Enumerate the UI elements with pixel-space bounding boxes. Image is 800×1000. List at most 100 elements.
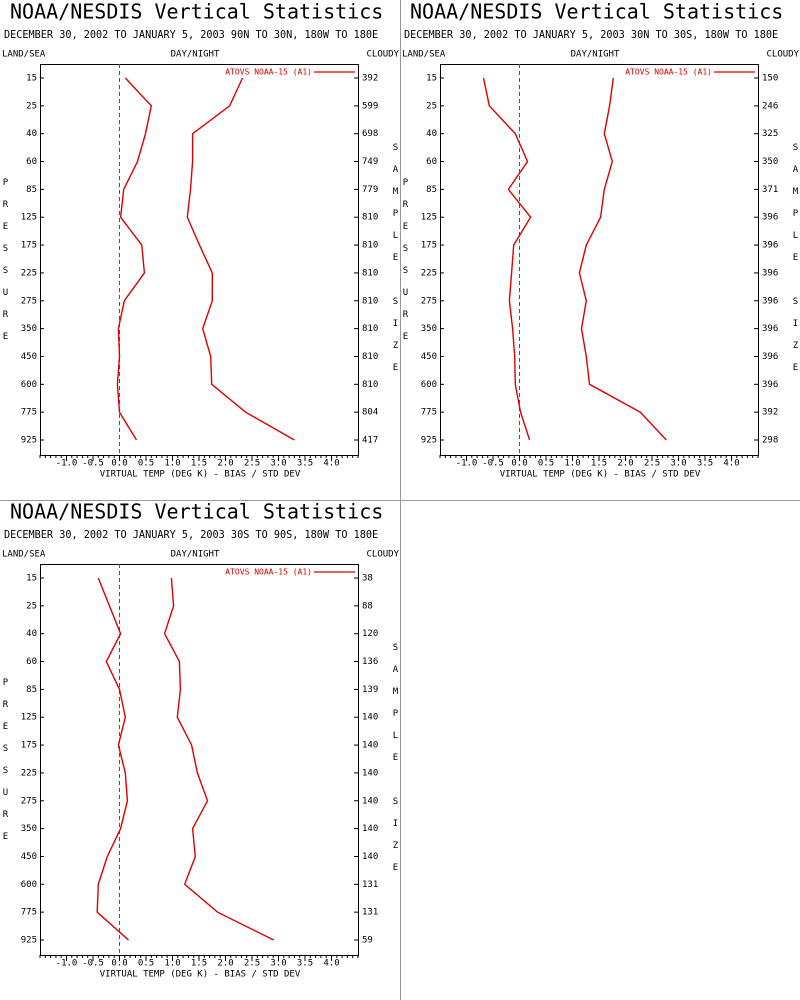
day-night-label: DAY/NIGHT <box>171 50 220 60</box>
y-tick-label: 775 <box>21 908 37 918</box>
land-sea-label: LAND/SEA <box>2 550 46 560</box>
x-tick-label: -1.0 <box>56 459 78 469</box>
sample-size: 396 <box>762 213 778 223</box>
series-line <box>482 77 532 441</box>
x-axis-label: VIRTUAL TEMP (DEG K) - BIAS / STD DEV <box>100 470 301 480</box>
x-tick-label: 2.5 <box>244 459 260 469</box>
sample-size: 396 <box>762 380 778 390</box>
sample-size: 810 <box>362 241 378 251</box>
y-tick-label: 60 <box>26 657 37 667</box>
y-axis-label: PRESSURE <box>1 678 11 854</box>
series-line <box>186 77 295 441</box>
x-tick-label: 3.5 <box>297 459 313 469</box>
land-sea-label: LAND/SEA <box>402 50 446 60</box>
x-tick-label: 2.0 <box>217 959 233 969</box>
sample-size: 120 <box>362 629 378 639</box>
sample-size: 698 <box>362 129 378 139</box>
chart-subtitle: DECEMBER 30, 2002 TO JANUARY 5, 2003 90N… <box>4 30 378 41</box>
sample-size: 396 <box>762 268 778 278</box>
day-night-label: DAY/NIGHT <box>571 50 620 60</box>
x-tick-label: 0.5 <box>138 459 154 469</box>
y-tick-label: 925 <box>21 936 37 946</box>
y-tick-label: 450 <box>421 352 437 362</box>
y-tick-label: 275 <box>421 296 437 306</box>
y-tick-label: 175 <box>21 241 37 251</box>
sample-size: 599 <box>362 101 378 111</box>
sample-size: 139 <box>362 685 378 695</box>
y-tick-label: 275 <box>21 296 37 306</box>
y2-axis-label: SAMPLE SIZE <box>791 143 800 385</box>
sample-size: 140 <box>362 768 378 778</box>
x-axis-label: VIRTUAL TEMP (DEG K) - BIAS / STD DEV <box>500 470 701 480</box>
sample-size: 810 <box>362 380 378 390</box>
y-tick-label: 25 <box>26 101 37 111</box>
y-tick-label: 125 <box>21 713 37 723</box>
x-tick-label: 1.0 <box>164 459 180 469</box>
sample-size: 810 <box>362 324 378 334</box>
y-tick-label: 275 <box>21 796 37 806</box>
plot-frame <box>40 64 359 456</box>
y-tick-label: 775 <box>421 408 437 418</box>
sample-size: 150 <box>762 74 778 84</box>
series-line <box>116 77 153 441</box>
sample-size: 350 <box>762 157 778 167</box>
sample-size: 325 <box>762 129 778 139</box>
x-tick-label: 3.0 <box>270 959 286 969</box>
y-tick-label: 225 <box>421 268 437 278</box>
x-axis-label: VIRTUAL TEMP (DEG K) - BIAS / STD DEV <box>100 970 301 980</box>
y-tick-label: 25 <box>426 101 437 111</box>
x-tick-label: 1.5 <box>191 959 207 969</box>
chart-title: NOAA/NESDIS Vertical Statistics <box>410 0 783 24</box>
sample-size: 396 <box>762 241 778 251</box>
x-tick-label: 2.0 <box>617 459 633 469</box>
y-tick-label: 40 <box>26 129 37 139</box>
x-tick-label: 4.0 <box>723 459 739 469</box>
chart-subtitle: DECEMBER 30, 2002 TO JANUARY 5, 2003 30N… <box>404 30 778 41</box>
sample-size: 779 <box>362 185 378 195</box>
x-tick-label: 1.0 <box>164 959 180 969</box>
chart-subtitle: DECEMBER 30, 2002 TO JANUARY 5, 2003 30S… <box>4 530 378 541</box>
y-tick-label: 600 <box>21 380 37 390</box>
y-tick-label: 125 <box>421 213 437 223</box>
x-tick-label: 2.5 <box>644 459 660 469</box>
sample-size: 140 <box>362 796 378 806</box>
x-tick-label: -1.0 <box>56 959 78 969</box>
x-tick-label: 3.5 <box>297 959 313 969</box>
y-tick-label: 225 <box>21 768 37 778</box>
sample-size: 38 <box>362 574 373 584</box>
sample-size: 810 <box>362 296 378 306</box>
x-tick-label: 2.5 <box>244 959 260 969</box>
sample-size: 417 <box>362 436 378 446</box>
x-tick-label: -0.5 <box>82 459 104 469</box>
sample-size: 88 <box>362 601 373 611</box>
sample-size: 140 <box>362 713 378 723</box>
sample-size: 396 <box>762 324 778 334</box>
y-tick-label: 175 <box>421 241 437 251</box>
y-tick-label: 60 <box>426 157 437 167</box>
y-tick-label: 40 <box>26 629 37 639</box>
y-tick-label: 85 <box>26 185 37 195</box>
y-tick-label: 85 <box>426 185 437 195</box>
y-tick-label: 40 <box>426 129 437 139</box>
land-sea-label: LAND/SEA <box>2 50 46 60</box>
x-tick-label: 0.0 <box>511 459 527 469</box>
y-tick-label: 25 <box>26 601 37 611</box>
x-tick-label: -1.0 <box>456 459 478 469</box>
series-line <box>96 577 129 941</box>
y-tick-label: 925 <box>21 436 37 446</box>
x-tick-label: 1.0 <box>564 459 580 469</box>
sample-size: 810 <box>362 268 378 278</box>
sample-size: 396 <box>762 296 778 306</box>
sample-size: 392 <box>762 408 778 418</box>
y-tick-label: 450 <box>21 352 37 362</box>
cloudy-label: CLOUDY <box>366 50 399 60</box>
sample-size: 810 <box>362 352 378 362</box>
y-tick-label: 775 <box>21 408 37 418</box>
x-tick-label: 4.0 <box>323 959 339 969</box>
x-tick-label: 0.0 <box>111 959 127 969</box>
sample-size: 131 <box>362 880 378 890</box>
legend-label: ATOVS NOAA-15 (A1) <box>225 568 312 577</box>
x-tick-label: 1.5 <box>591 459 607 469</box>
sample-size: 59 <box>362 936 373 946</box>
